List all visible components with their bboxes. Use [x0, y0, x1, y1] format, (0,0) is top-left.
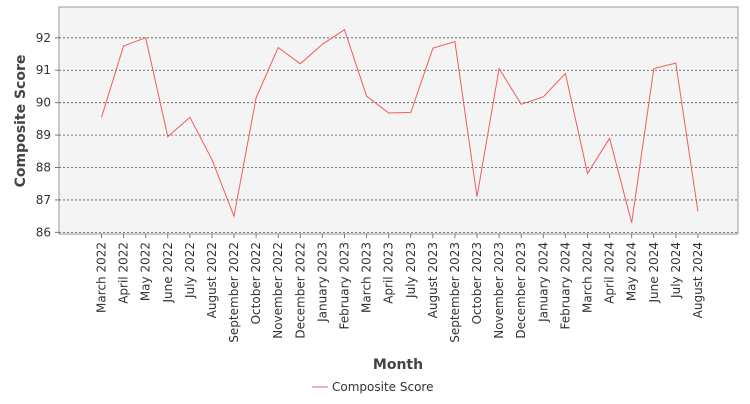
x-tick-label: May 2022: [139, 242, 153, 301]
x-tick-label: October 2022: [249, 242, 263, 324]
x-tick-label: October 2023: [470, 242, 484, 324]
y-axis-title: Composite Score: [13, 55, 29, 188]
x-tick-label: March 2023: [360, 242, 374, 313]
x-tick-label: January 2024: [536, 242, 550, 323]
x-tick-label: June 2022: [161, 242, 175, 304]
x-tick-label: September 2022: [227, 242, 241, 343]
series-layer: [101, 28, 699, 223]
legend-label: Composite Score: [332, 380, 433, 394]
y-tick-label: 90: [36, 96, 51, 110]
x-tick-label: August 2022: [205, 242, 219, 318]
x-axis-ticks: March 2022 April 2022 May 2022 June 2022 Jul…: [95, 234, 705, 343]
y-tick-label: 89: [36, 128, 51, 142]
x-tick-label: November 2023: [492, 242, 506, 339]
x-tick-label: September 2023: [448, 242, 462, 343]
x-tick-label: August 2024: [691, 242, 705, 318]
x-tick-label: March 2024: [580, 242, 594, 313]
x-axis-title: Month: [373, 357, 423, 373]
y-tick-label: 91: [36, 63, 51, 77]
x-tick-label: February 2024: [558, 242, 572, 330]
y-axis-ticks: 86 87 88 89 90 91 92: [36, 31, 59, 239]
series-line: [101, 28, 699, 223]
x-tick-label: April 2022: [117, 242, 131, 304]
legend: Composite Score: [312, 380, 433, 394]
x-tick-label: February 2023: [337, 242, 351, 330]
y-tick-label: 86: [36, 225, 51, 239]
x-tick-label: January 2023: [315, 242, 329, 323]
grid-lines: [59, 37, 738, 233]
y-tick-label: 87: [36, 193, 51, 207]
x-tick-label: May 2024: [625, 242, 639, 301]
x-tick-label: April 2024: [603, 242, 617, 304]
x-tick-label: June 2024: [647, 242, 661, 304]
y-tick-label: 88: [36, 161, 51, 175]
x-tick-label: August 2023: [426, 242, 440, 318]
x-tick-label: March 2022: [95, 242, 109, 313]
x-tick-label: July 2022: [183, 242, 197, 299]
x-tick-label: April 2023: [382, 242, 396, 304]
x-tick-label: December 2023: [514, 242, 528, 339]
x-tick-label: July 2024: [669, 242, 683, 299]
x-tick-label: July 2023: [404, 242, 418, 299]
y-tick-label: 92: [36, 31, 51, 45]
x-tick-label: November 2022: [271, 242, 285, 339]
x-tick-label: December 2022: [293, 242, 307, 339]
